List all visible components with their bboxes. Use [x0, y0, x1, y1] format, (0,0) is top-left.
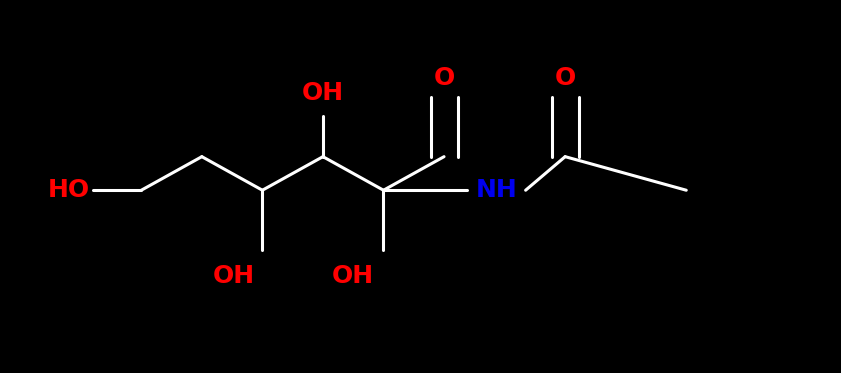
Text: OH: OH	[213, 264, 255, 288]
Text: HO: HO	[48, 178, 90, 202]
Text: O: O	[433, 66, 455, 90]
Text: OH: OH	[302, 81, 344, 105]
Text: O: O	[554, 66, 576, 90]
Text: OH: OH	[332, 264, 374, 288]
Text: NH: NH	[475, 178, 517, 202]
